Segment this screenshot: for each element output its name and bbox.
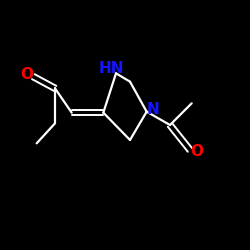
Text: N: N (146, 102, 159, 117)
Text: O: O (20, 67, 33, 82)
Text: HN: HN (98, 61, 124, 76)
Text: O: O (190, 144, 203, 160)
